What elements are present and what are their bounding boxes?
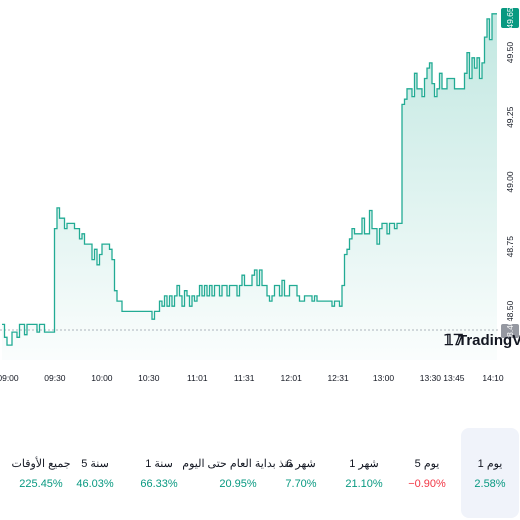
period-label: 1 سنة bbox=[145, 457, 173, 470]
period-2[interactable]: 1 شهر 21.10% bbox=[335, 428, 393, 518]
period-change: 7.70% bbox=[285, 477, 317, 490]
period-label: منذ بداية العام حتى اليوم bbox=[182, 457, 294, 470]
period-7[interactable]: جميع الأوقات 225.45% bbox=[10, 428, 72, 518]
period-4[interactable]: منذ بداية العام حتى اليوم 20.95% bbox=[182, 428, 293, 518]
period-label: 1 يوم bbox=[477, 457, 503, 470]
x-tick-label: 14:10 bbox=[482, 373, 504, 383]
y-tick-label: 48.75 bbox=[505, 236, 515, 258]
x-tick-label: 13:45 bbox=[443, 373, 465, 383]
last-price-value: 49.65 bbox=[505, 7, 515, 29]
period-performance-bar: 1 يوم 2.58% 5 يوم −0.90% 1 شهر 21.10% 6 شهر 7.7… bbox=[0, 428, 520, 518]
period-change: 66.33% bbox=[140, 477, 178, 490]
period-change: −0.90% bbox=[408, 477, 446, 490]
period-3[interactable]: 6 شهر 7.70% bbox=[272, 428, 330, 518]
tv-icon: 𝟙𝟟 bbox=[444, 332, 464, 349]
prev-close-value: 48.40 bbox=[505, 320, 515, 342]
tradingview-logo[interactable]: 𝟙𝟟 TradingView bbox=[444, 332, 520, 349]
period-label: 5 يوم bbox=[414, 457, 440, 470]
period-change: 21.10% bbox=[345, 477, 383, 490]
period-change: 46.03% bbox=[76, 477, 114, 490]
period-6[interactable]: 5 سنة 46.03% bbox=[66, 428, 124, 518]
y-axis: 49.50 49.25 49.00 48.75 48.50 bbox=[505, 42, 515, 322]
x-tick-label: 09:30 bbox=[44, 373, 66, 383]
price-area bbox=[2, 13, 497, 361]
period-change: 2.58% bbox=[474, 477, 506, 490]
period-change: 20.95% bbox=[219, 477, 257, 490]
period-label: 5 سنة bbox=[81, 457, 109, 470]
x-tick-label: 12:31 bbox=[327, 373, 349, 383]
x-axis: 09:00 09:30 10:00 10:30 11:01 11:31 12:01 12:31… bbox=[0, 373, 504, 383]
period-label: 1 شهر bbox=[349, 457, 379, 470]
y-tick-label: 48.50 bbox=[505, 301, 515, 323]
period-0[interactable]: 1 يوم 2.58% bbox=[461, 428, 519, 518]
x-tick-label: 11:01 bbox=[187, 373, 208, 383]
tradingview-wordmark: TradingView bbox=[458, 332, 520, 349]
x-tick-label: 10:30 bbox=[138, 373, 160, 383]
price-line bbox=[2, 13, 497, 346]
last-price-badge: 49.65 bbox=[501, 7, 519, 29]
period-change: 225.45% bbox=[19, 477, 63, 490]
price-chart[interactable]: 09:00 09:30 10:00 10:30 11:01 11:31 12:01 12:31… bbox=[0, 0, 520, 390]
x-tick-label: 13:30 bbox=[420, 373, 442, 383]
x-tick-label: 09:00 bbox=[0, 373, 19, 383]
x-tick-label: 11:31 bbox=[234, 373, 255, 383]
period-1[interactable]: 5 يوم −0.90% bbox=[398, 428, 456, 518]
period-5[interactable]: 1 سنة 66.33% bbox=[130, 428, 188, 518]
y-tick-label: 49.50 bbox=[505, 42, 515, 64]
x-tick-label: 13:00 bbox=[373, 373, 395, 383]
y-tick-label: 49.25 bbox=[505, 106, 515, 128]
y-tick-label: 49.00 bbox=[505, 171, 515, 193]
period-label: جميع الأوقات bbox=[11, 457, 71, 470]
prev-close-badge: 48.40 bbox=[501, 320, 519, 342]
x-tick-label: 10:00 bbox=[91, 373, 113, 383]
x-tick-label: 12:01 bbox=[281, 373, 303, 383]
period-label: 6 شهر bbox=[286, 457, 316, 470]
